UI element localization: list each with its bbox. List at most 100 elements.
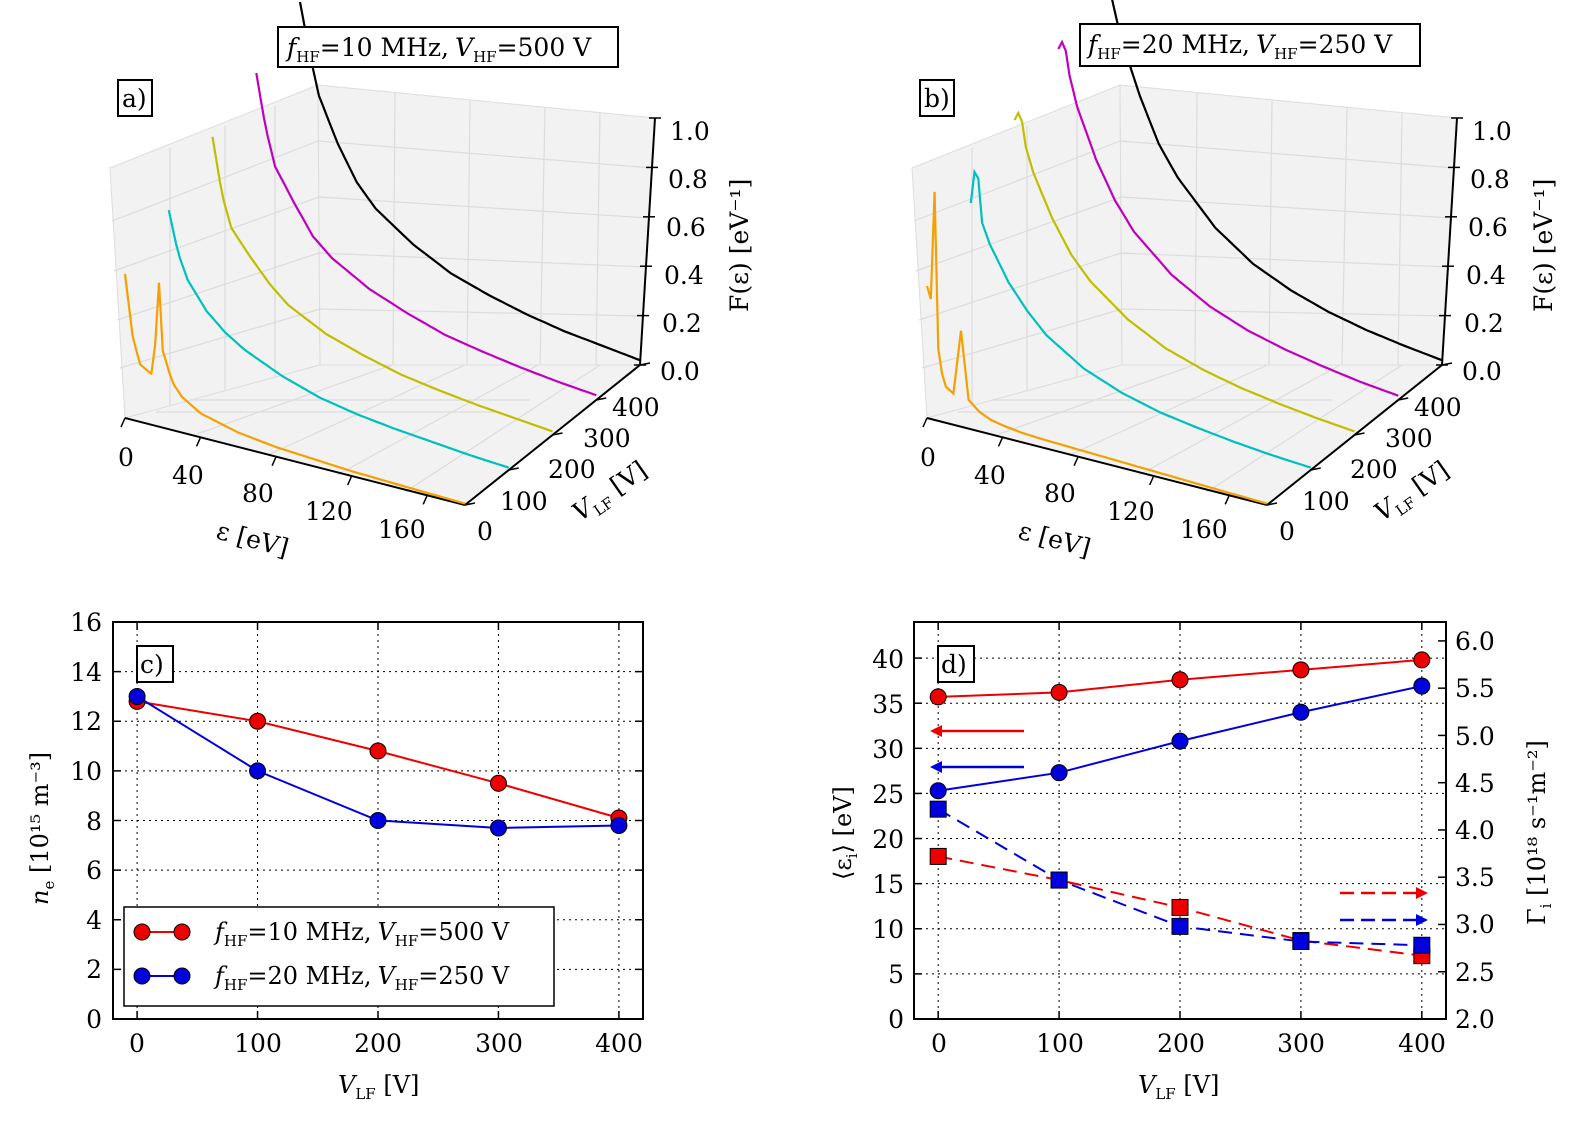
legend-f-sub: HF <box>224 976 248 994</box>
y-tick-300: 300 <box>1385 424 1433 453</box>
x-tick-120: 120 <box>305 497 353 526</box>
z-tick-0.8: 0.8 <box>668 165 708 194</box>
back-right-pane <box>1119 84 1458 366</box>
data-point-red <box>249 712 267 730</box>
x-tick-mark <box>120 417 126 428</box>
title-f-val: =20 MHz, <box>1121 30 1250 59</box>
z-tick-1.0: 1.0 <box>670 117 710 146</box>
legend-v: V <box>377 918 397 946</box>
title-v-sub: HF <box>1274 45 1298 63</box>
legend-marker-blue <box>133 967 151 985</box>
data-point-square-blue <box>1292 932 1310 950</box>
data-point-square-blue <box>929 800 947 818</box>
title-f-sub: HF <box>1097 45 1121 63</box>
y-tick-mark <box>1310 467 1321 471</box>
title-v-val: =500 V <box>497 33 593 62</box>
x-tick-mark <box>271 456 277 466</box>
legend-f-sub: HF <box>224 932 248 950</box>
title-v: V <box>1256 30 1277 59</box>
panel-a-3d-chart: 0 40 80 120 160 0 100 200 300 400 0.0 0.… <box>109 1 754 563</box>
y-tick-14: 14 <box>70 658 102 687</box>
legend-v: V <box>377 962 397 990</box>
panel-c-label-box <box>136 645 174 683</box>
x-tick-mark <box>997 437 1004 447</box>
x-tick-100: 100 <box>1036 1029 1084 1058</box>
y-right-tick-2.0: 2.0 <box>1455 1005 1495 1034</box>
title-f-sub: HF <box>296 48 320 66</box>
y-left-tick-25: 25 <box>872 780 904 809</box>
x-tick-mark <box>346 475 353 486</box>
panel-a-label-box <box>117 79 153 117</box>
y-tick-mark <box>508 467 519 471</box>
panel-a-label: a) <box>122 84 147 113</box>
data-point-circle-red <box>929 688 947 706</box>
y-right-axis-label: Γi [10¹⁸ s⁻¹m⁻²] <box>1523 740 1555 925</box>
legend-marker-red <box>173 923 191 941</box>
ylabel-right-unit: [10¹⁸ s⁻¹m⁻²] <box>1523 740 1551 903</box>
ylabel-unit: [10¹⁵ m⁻³] <box>26 752 54 881</box>
blue-right-arrow-head <box>1416 914 1428 926</box>
xlabel-sub: LF <box>1155 1085 1175 1103</box>
y-tick-300: 300 <box>583 424 631 453</box>
x-axis-label: VLF [V] <box>338 1071 419 1103</box>
data-point-square-blue <box>1171 917 1189 935</box>
y-tick-8: 8 <box>86 807 102 836</box>
x-axis-label: ε [eV] <box>213 516 291 563</box>
xlabel-sub: LF <box>355 1085 375 1103</box>
y-right-tick-3.0: 3.0 <box>1455 910 1495 939</box>
fe-curve-vlf-300 <box>255 72 597 397</box>
title-f-val: =10 MHz, <box>320 33 449 62</box>
y-right-tick-6.0: 6.0 <box>1455 627 1495 656</box>
data-point-blue <box>128 687 146 705</box>
x-tick-200: 200 <box>354 1029 402 1058</box>
y-tick-2: 2 <box>86 955 102 984</box>
title-v-sub: HF <box>473 48 497 66</box>
ylabel-sub: e <box>40 881 58 890</box>
y-left-tick-15: 15 <box>872 870 904 899</box>
plot-series <box>929 651 1431 965</box>
legend-v-val: =500 V <box>418 918 510 946</box>
data-point-circle-red <box>1171 671 1189 689</box>
data-point-circle-blue <box>1050 764 1068 782</box>
y-tick-0: 0 <box>1279 517 1295 546</box>
y-right-tick-3.5: 3.5 <box>1455 863 1495 892</box>
distribution-curves <box>123 1 641 505</box>
xlabel-main: V <box>1138 1071 1158 1099</box>
data-point-circle-red <box>1413 651 1431 669</box>
x-tick-mark <box>1148 475 1155 486</box>
y-tick-400: 400 <box>612 393 660 422</box>
x-tick-100: 100 <box>234 1029 282 1058</box>
legend-f-val: =10 MHz, <box>247 918 371 946</box>
y-tick-mark <box>552 432 563 436</box>
y-axis-label: VLF [V] <box>567 455 655 530</box>
y-left-tick-35: 35 <box>872 690 904 719</box>
axis-ticks <box>922 117 1463 506</box>
data-point-blue <box>610 816 628 834</box>
x-tick-200: 200 <box>1157 1029 1205 1058</box>
legend-v-sub: HF <box>395 976 419 994</box>
legend-entry-0: fHF=10 MHz, VHF=500 V <box>213 918 510 950</box>
x-tick-120: 120 <box>1107 497 1155 526</box>
data-point-square-red <box>929 847 947 865</box>
y-left-axis-label: ⟨εi⟩ [eV] <box>829 786 861 880</box>
data-point-square-blue <box>1050 871 1068 889</box>
ylabel-main: n <box>26 890 54 905</box>
data-point-circle-blue <box>1171 732 1189 750</box>
x-axis-line <box>124 417 466 506</box>
y-tick-4: 4 <box>86 906 102 935</box>
back-right-pane <box>317 84 656 366</box>
axis-ticks <box>120 117 661 506</box>
fe-curve-vlf-400 <box>1111 0 1443 362</box>
x-tick-400: 400 <box>1398 1029 1446 1058</box>
x-axis-line <box>926 417 1268 506</box>
fe-curve-vlf-100 <box>969 168 1312 469</box>
title-v-val: =250 V <box>1298 30 1394 59</box>
data-point-blue <box>369 812 387 829</box>
blue-left-arrow-head <box>930 761 942 773</box>
panel-a-title: fHF=10 MHz, VHF=500 V <box>285 33 592 66</box>
z-tick-0.4: 0.4 <box>1466 261 1506 290</box>
panel-a-title-box <box>277 26 619 68</box>
x-tick-mark <box>1073 456 1079 466</box>
y-tick-400: 400 <box>1414 393 1462 422</box>
